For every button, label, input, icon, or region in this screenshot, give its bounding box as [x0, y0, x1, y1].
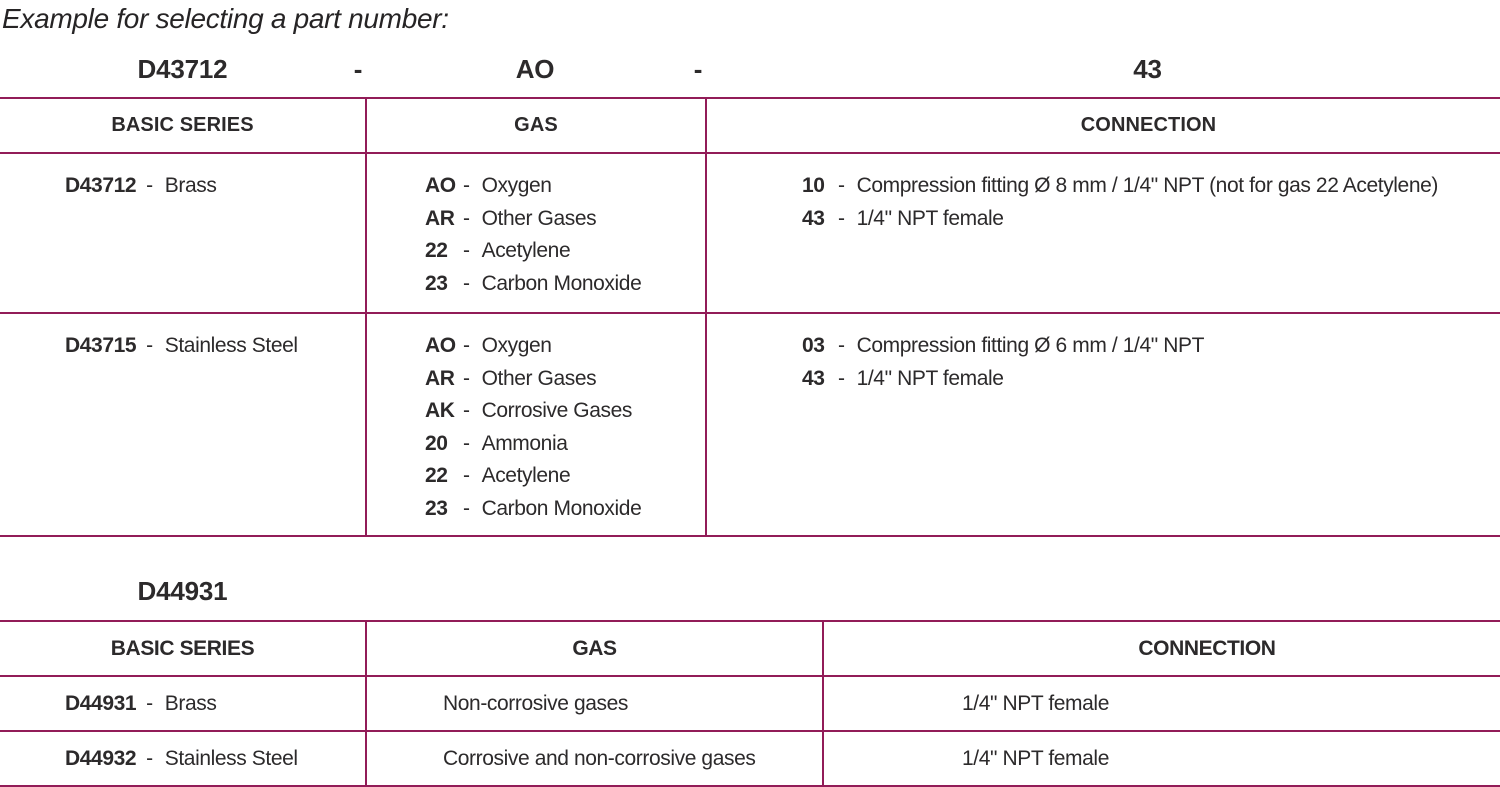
connection-entry: 43 - 1/4" NPT female	[802, 206, 1004, 230]
connection-cell: 1/4" NPT female	[822, 732, 1500, 785]
gas-entry: 23 - Carbon Monoxide	[425, 271, 642, 295]
table-row: D43712 - Brass AO - Oxygen AR - Other Ga…	[0, 154, 1500, 314]
column-header-connection: CONNECTION	[822, 622, 1500, 675]
part-number-example: D43712 - AO - 43	[0, 54, 1500, 90]
series-name: Stainless Steel	[164, 334, 298, 357]
connection-cell: 10 - Compression fitting Ø 8 mm / 1/4" N…	[705, 154, 1500, 312]
basic-series-cell: D44932 - Stainless Steel	[65, 746, 298, 770]
table-row: D44932 - Stainless Steel Corrosive and n…	[0, 732, 1500, 787]
connection-entry: 03 - Compression fitting Ø 6 mm / 1/4" N…	[802, 334, 1205, 357]
series-entry: D43715 - Stainless Steel	[65, 330, 365, 363]
gas-entry: 20 - Ammonia	[425, 431, 568, 455]
gas-cell: AO - Oxygen AR - Other Gases AK - Corros…	[365, 314, 705, 535]
connection-cell: 03 - Compression fitting Ø 6 mm / 1/4" N…	[705, 314, 1500, 535]
column-header-connection: CONNECTION	[705, 99, 1500, 152]
table-row: D44931 - Brass Non-corrosive gases 1/4" …	[0, 677, 1500, 732]
table-header-row: BASIC SERIES GAS CONNECTION	[0, 99, 1500, 154]
column-header-gas: GAS	[365, 622, 822, 675]
gas-entry: 22 - Acetylene	[425, 464, 571, 488]
example-separator: -	[353, 54, 363, 84]
connection-cell: 1/4" NPT female	[822, 677, 1500, 730]
series-entry: D43712 - Brass	[65, 170, 365, 203]
series-code: D43712	[65, 174, 137, 197]
example-separator: -	[693, 54, 703, 84]
example-gas-code: AO	[515, 54, 555, 84]
gas-entry: AR - Other Gases	[425, 206, 597, 230]
gas-cell: Non-corrosive gases	[365, 677, 822, 730]
column-header-basic-series: BASIC SERIES	[110, 636, 255, 660]
basic-series-cell: D43715 - Stainless Steel	[0, 314, 365, 535]
gas-cell: AO - Oxygen AR - Other Gases 22 - Acetyl…	[365, 154, 705, 312]
gas-entry: AK - Corrosive Gases	[425, 399, 632, 423]
gas-entry: 22 - Acetylene	[425, 239, 571, 263]
page-title: Example for selecting a part number:	[2, 3, 449, 34]
connection-entry: 43 - 1/4" NPT female	[802, 366, 1004, 390]
table-d43712: BASIC SERIES GAS CONNECTION D43712 - Bra…	[0, 97, 1500, 537]
series-code: D43715	[65, 334, 137, 357]
example-connection-code: 43	[1133, 54, 1162, 84]
series-name: Brass	[164, 174, 217, 197]
table-row: D43715 - Stainless Steel AO - Oxygen AR …	[0, 314, 1500, 537]
column-header-gas: GAS	[365, 99, 705, 152]
series-code: D44931	[65, 691, 137, 715]
series-name: Brass	[164, 691, 217, 715]
basic-series-cell: D43712 - Brass	[0, 154, 365, 312]
connection-entry: 10 - Compression fitting Ø 8 mm / 1/4" N…	[802, 174, 1438, 197]
gas-entry: AO - Oxygen	[425, 174, 552, 197]
gas-entry: AO - Oxygen	[425, 334, 552, 357]
gas-entry: AR - Other Gases	[425, 366, 597, 390]
table-d44931: BASIC SERIES GAS CONNECTION D44931 - Bra…	[0, 620, 1500, 787]
table-header-row: BASIC SERIES GAS CONNECTION	[0, 622, 1500, 677]
gas-cell: Corrosive and non-corrosive gases	[365, 732, 822, 785]
basic-series-cell: D44931 - Brass	[65, 691, 217, 715]
series-name: Stainless Steel	[164, 746, 298, 770]
gas-entry: 23 - Carbon Monoxide	[425, 496, 642, 520]
series-code: D44932	[65, 746, 137, 770]
column-header-basic-series: BASIC SERIES	[111, 114, 254, 136]
example-basic-series: D43712	[137, 54, 228, 84]
section-title-d44931: D44931	[137, 576, 228, 606]
